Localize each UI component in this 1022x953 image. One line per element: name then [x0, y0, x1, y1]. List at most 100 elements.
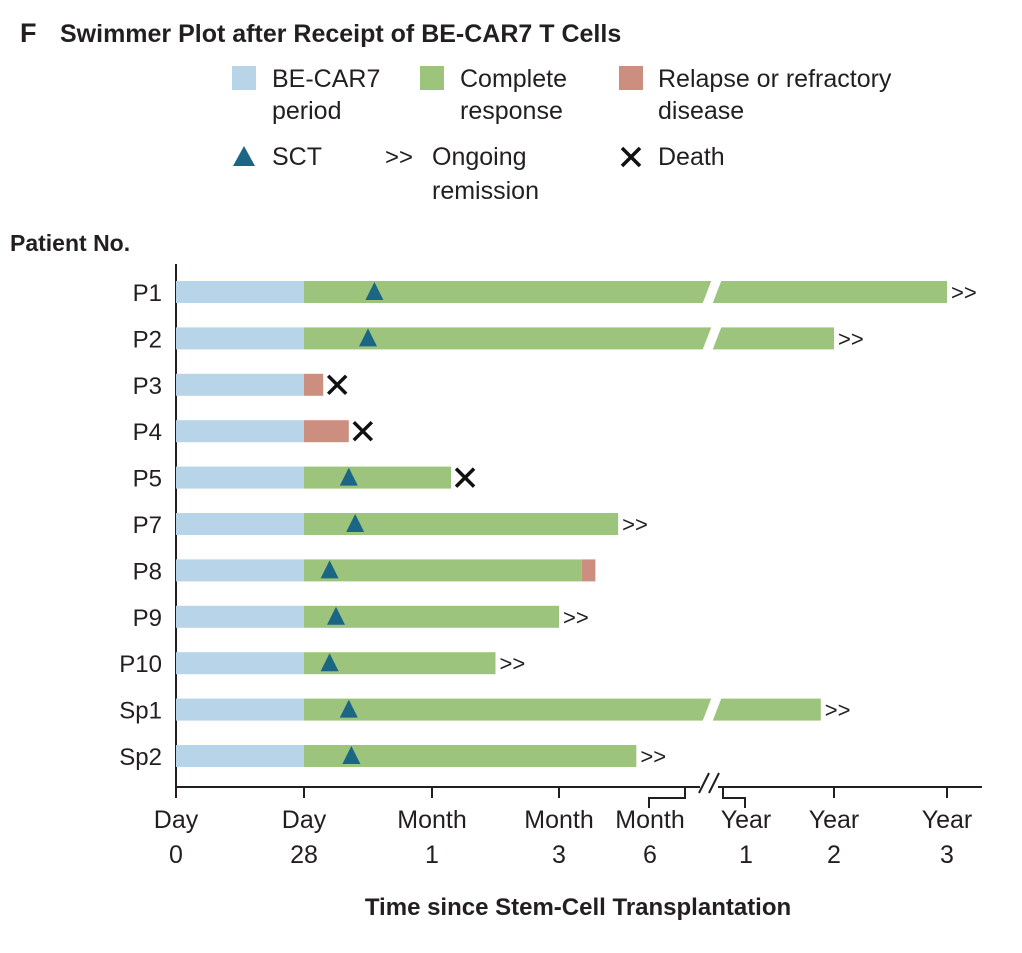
ongoing-remission-marker: >> [640, 744, 666, 769]
ongoing-remission-marker: >> [500, 651, 526, 676]
x-tick-label-line2: 2 [827, 841, 841, 869]
patient-label: P2 [133, 326, 162, 353]
patient-row: P1 >> [133, 279, 977, 307]
legend-label-becar7-line2: period [272, 97, 342, 125]
patient-row: Sp2 >> [119, 744, 666, 771]
becar7-bar [176, 420, 304, 443]
x-tick-label-line2: 0 [169, 841, 183, 869]
patient-row: P2 >> [133, 325, 864, 353]
becar7-bar [176, 698, 304, 721]
patient-label: P7 [133, 512, 162, 539]
patient-row: Sp1 >> [119, 696, 851, 725]
becar7-bar [176, 327, 304, 350]
patient-label: P3 [133, 373, 162, 400]
becar7-bar [176, 466, 304, 489]
becar7-bar [176, 745, 304, 767]
becar7-bar [176, 513, 304, 535]
ongoing-remission-marker: >> [622, 512, 648, 537]
sct-triangle-marker [339, 699, 358, 718]
ongoing-remission-marker: >> [951, 280, 977, 305]
x-tick-label-line1: Month [397, 806, 466, 834]
bar-scale-break [702, 279, 722, 305]
x-tick-label-line1: Month [524, 806, 593, 834]
x-tick-label-line2: 3 [552, 841, 566, 869]
legend-swatch-relapse [619, 66, 643, 90]
complete-response-bar [304, 281, 947, 303]
y-axis-label: Patient No. [10, 230, 130, 256]
x-axis-label: Time since Stem-Cell Transplantation [365, 894, 791, 921]
patient-label: P5 [133, 466, 162, 493]
death-cross-marker [326, 374, 348, 396]
patient-label: Sp2 [119, 744, 162, 771]
complete-response-bar [304, 652, 496, 675]
patient-row: P3 [133, 373, 348, 400]
legend-label-sct: SCT [272, 143, 322, 171]
sct-triangle-marker [339, 467, 358, 486]
bar-scale-break [702, 696, 722, 723]
becar7-bar [176, 652, 304, 675]
patient-row: P5 [133, 466, 476, 493]
relapse-bar [581, 559, 596, 582]
sct-triangle-marker [320, 560, 339, 579]
legend-label-ongoing-line1: Ongoing [432, 143, 527, 171]
legend-sct-triangle-icon [233, 146, 255, 166]
chart-title: Swimmer Plot after Receipt of BE-CAR7 T … [60, 20, 621, 48]
sct-triangle-marker [320, 653, 339, 672]
becar7-bar [176, 281, 304, 303]
legend: BE-CAR7 period Complete response Relapse… [232, 65, 892, 205]
patient-row: P7 >> [133, 512, 648, 539]
x-tick-label-line2: 28 [290, 841, 318, 869]
bar-scale-break [702, 325, 722, 352]
sct-triangle-marker [327, 606, 345, 625]
patient-label: P10 [119, 651, 162, 678]
x-tick-label-line1: Year [809, 806, 860, 834]
legend-label-ongoing-line2: remission [432, 177, 539, 205]
legend-label-becar7-line1: BE-CAR7 [272, 65, 380, 93]
x-tick-label-line2: 1 [425, 841, 439, 869]
patient-row: P4 [133, 419, 374, 446]
becar7-bar [176, 605, 304, 628]
x-axis-scale-break [698, 772, 720, 794]
patient-label: Sp1 [119, 698, 162, 725]
relapse-bar [304, 420, 349, 443]
ongoing-remission-marker: >> [825, 698, 851, 723]
legend-swatch-becar7 [232, 66, 256, 90]
complete-response-bar [304, 605, 559, 628]
legend-label-cr-line1: Complete [460, 65, 567, 93]
patient-label: P4 [133, 419, 162, 446]
x-axis-brackets [648, 787, 746, 808]
x-tick-label-line1: Year [922, 806, 973, 834]
relapse-bar [304, 373, 324, 396]
sct-triangle-marker [342, 746, 361, 764]
x-tick-label-line2: 3 [940, 841, 954, 869]
patient-row: P10 >> [119, 651, 525, 678]
legend-label-death: Death [658, 143, 725, 171]
complete-response-bar [304, 513, 619, 535]
x-tick-label-line1: Year [721, 806, 772, 834]
panel-letter: F [20, 18, 37, 48]
patient-label: P9 [133, 605, 162, 632]
patient-label: P1 [133, 280, 162, 307]
becar7-bar [176, 373, 304, 396]
complete-response-bar [304, 698, 821, 721]
sct-triangle-marker [365, 282, 384, 300]
patient-row: P9 >> [133, 605, 589, 632]
x-tick-label-line1: Month [615, 806, 684, 834]
x-axis-ticks: Day 0 Day 28 Month 1 Month 3 Month 6 Year 1 Year 2 Yea… [154, 787, 972, 869]
death-cross-marker [454, 467, 476, 488]
complete-response-bar [304, 466, 452, 489]
patient-rows: P1 >> P2 >> P3 P4 P5 P7 >> P8 P9 >> P10 >> Sp1 >> Sp2 >> [119, 279, 977, 771]
x-tick-label-line1: Day [154, 806, 199, 834]
x-tick-label-line1: Day [282, 806, 327, 834]
legend-swatch-complete-response [420, 66, 444, 90]
complete-response-bar [304, 327, 834, 350]
ongoing-remission-marker: >> [563, 605, 589, 630]
patient-label: P8 [133, 558, 162, 585]
legend-ongoing-symbol: >> [385, 144, 413, 171]
ongoing-remission-marker: >> [838, 326, 864, 351]
complete-response-bar [304, 745, 637, 767]
complete-response-bar [304, 559, 582, 582]
x-tick-label-line2: 6 [643, 841, 657, 869]
sct-triangle-marker [359, 328, 377, 347]
